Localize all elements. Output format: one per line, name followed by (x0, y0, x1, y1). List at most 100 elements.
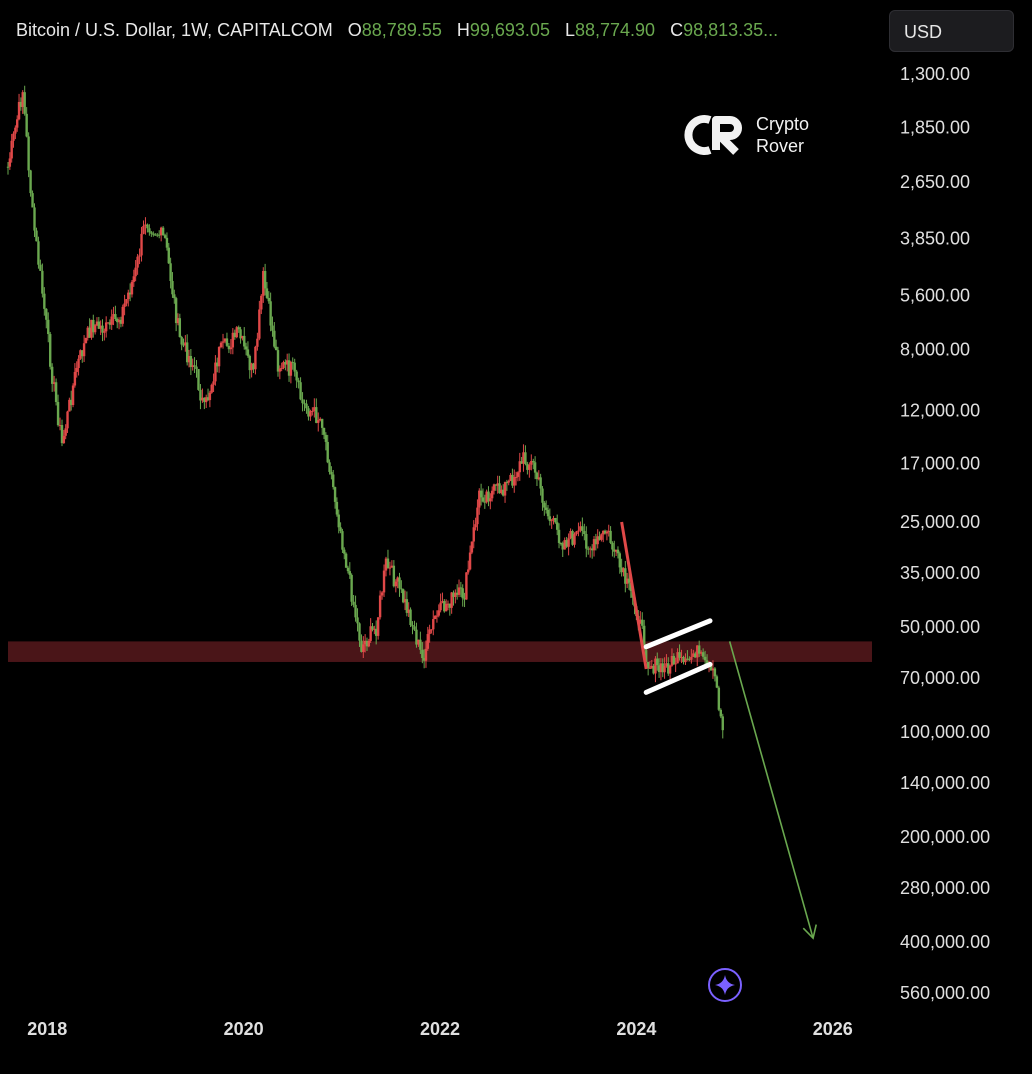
candle (444, 599, 448, 612)
candle (557, 523, 561, 549)
candle (413, 620, 416, 631)
candle (426, 626, 429, 651)
candle (150, 230, 153, 237)
low-value: 88,774.90 (574, 20, 656, 40)
candle (667, 657, 670, 676)
sparkle-icon[interactable] (708, 968, 742, 1002)
candle (463, 592, 466, 608)
candle (299, 377, 302, 401)
candle (602, 530, 605, 543)
candle (258, 300, 261, 341)
candle (717, 685, 721, 712)
candle (699, 650, 703, 656)
time-tick-4: 2026 (813, 1019, 853, 1039)
candle (128, 283, 132, 302)
candle (178, 313, 182, 338)
candle (514, 471, 518, 486)
candle (71, 383, 75, 408)
candle (180, 335, 183, 351)
candle (524, 445, 527, 466)
close-label: C (670, 20, 684, 40)
candle (136, 253, 139, 275)
candle (273, 322, 276, 349)
price-tick-14: 200,000.00 (900, 827, 990, 847)
candle (64, 424, 67, 440)
candle (452, 590, 455, 606)
candle (121, 304, 124, 327)
candle (93, 324, 97, 335)
candle (468, 545, 472, 571)
candle (719, 708, 722, 719)
candle (73, 363, 77, 388)
candle (185, 334, 189, 366)
candle (390, 560, 394, 568)
candle (678, 644, 681, 661)
candle (328, 459, 331, 475)
candle (265, 281, 269, 299)
candle (195, 360, 198, 378)
candle (337, 509, 340, 534)
candle (276, 346, 280, 377)
candle (140, 226, 143, 262)
candle (428, 624, 431, 643)
symbol-label: Bitcoin / U.S. Dollar, 1W, CAPITALCOM (16, 20, 333, 40)
candle (513, 469, 516, 493)
price-tick-8: 25,000.00 (900, 512, 980, 532)
candle (341, 528, 344, 554)
candle (532, 458, 535, 470)
candle (701, 648, 705, 660)
candle (103, 328, 106, 341)
candle (201, 388, 204, 403)
open-value: 88,789.55 (361, 20, 442, 40)
candle (374, 620, 378, 645)
candle (498, 475, 501, 494)
candle (319, 417, 322, 422)
price-tick-10: 50,000.00 (900, 617, 980, 637)
candle (502, 484, 505, 497)
candle (682, 655, 685, 665)
candle (144, 217, 147, 235)
candle (244, 342, 248, 356)
candle (267, 291, 270, 304)
candle (384, 556, 388, 577)
candle (559, 542, 563, 546)
candle (191, 358, 194, 371)
candle (360, 634, 363, 653)
candle (311, 407, 314, 416)
currency-button[interactable]: USD (889, 10, 1014, 52)
candle (430, 629, 433, 634)
candle (650, 659, 653, 669)
candle (161, 226, 165, 236)
candle (47, 312, 50, 343)
candle (511, 468, 514, 489)
candle (117, 317, 121, 330)
candle (248, 354, 251, 379)
candle (556, 514, 559, 536)
candle (119, 316, 123, 328)
candle (217, 346, 221, 373)
candle (142, 220, 145, 235)
candle (95, 317, 99, 327)
candle (339, 522, 342, 534)
candle (432, 610, 435, 636)
candle (101, 319, 104, 342)
candle (354, 595, 357, 622)
crypto-rover-logo-icon (684, 115, 742, 155)
candle (86, 325, 89, 341)
candle (50, 363, 54, 392)
candle (305, 399, 308, 414)
candle (577, 522, 580, 537)
candle (388, 561, 392, 576)
candle (187, 349, 191, 368)
price-tick-12: 100,000.00 (900, 722, 990, 742)
candle (199, 384, 202, 410)
candle (373, 625, 376, 635)
candle (600, 533, 603, 542)
candle (401, 588, 405, 604)
candle (503, 481, 507, 503)
candle (407, 602, 410, 618)
price-tick-11: 70,000.00 (900, 668, 980, 688)
candle (457, 579, 461, 598)
candle (448, 603, 452, 616)
